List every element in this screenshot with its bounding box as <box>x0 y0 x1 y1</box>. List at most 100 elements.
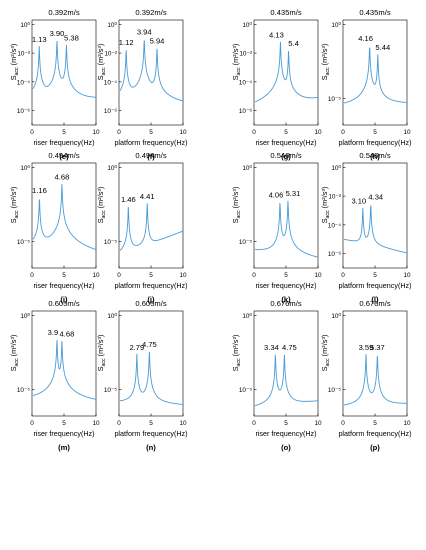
x-tick-label: 10 <box>92 272 100 279</box>
y-axis-label-unit: (m²/s³) <box>320 335 329 359</box>
y-axis-label: Sacc (m²/s³) <box>320 44 331 81</box>
panel-caption: (m) <box>58 443 70 452</box>
peak-label: 4.13 <box>269 31 284 40</box>
x-tick-label: 5 <box>62 129 66 136</box>
x-axis-label: platform frequency(Hz) <box>114 138 187 147</box>
x-tick-label: 0 <box>252 129 256 136</box>
panel-title: 0.546m/s <box>359 151 390 160</box>
y-tick-label: 10⁰ <box>331 165 341 172</box>
y-tick-label: 10⁰ <box>107 165 117 172</box>
y-axis-label: Sacc (m²/s³) <box>96 44 107 81</box>
y-tick-label: 10⁰ <box>242 22 252 29</box>
panel-title: 0.605m/s <box>48 299 79 308</box>
y-tick-label: 10⁻⁵ <box>239 239 252 246</box>
panel-title: 0.546m/s <box>270 151 301 160</box>
y-axis-label-unit: (m²/s³) <box>96 44 105 68</box>
y-tick-label: 10⁰ <box>242 165 252 172</box>
x-tick-label: 0 <box>252 272 256 279</box>
spectrum-line <box>120 352 183 405</box>
x-axis-label: platform frequency(Hz) <box>338 281 411 290</box>
spectrum-line <box>33 41 96 97</box>
y-axis-label-unit: (m²/s³) <box>231 44 240 68</box>
y-tick-label: 10⁰ <box>20 165 30 172</box>
panel-caption: (n) <box>146 443 156 452</box>
y-tick-label: 10⁻⁶ <box>104 108 117 115</box>
y-tick-label: 10⁰ <box>331 22 341 29</box>
spectrum-line <box>120 40 183 101</box>
panel-caption: (p) <box>370 443 380 452</box>
x-tick-label: 0 <box>252 420 256 427</box>
x-tick-label: 0 <box>30 272 34 279</box>
panel-title: 0.676m/s <box>359 299 390 308</box>
peak-label: 4.75 <box>142 340 157 349</box>
peak-label: 4.41 <box>140 192 155 201</box>
x-axis-label: platform frequency(Hz) <box>338 138 411 147</box>
y-tick-label: 10⁻² <box>17 51 30 58</box>
panel-l: 0.546m/s10⁰10⁻²10⁻⁴10⁻⁶0 5 10platform freq… <box>320 151 412 304</box>
y-tick-label: 10⁻⁵ <box>17 239 30 246</box>
panel-f: 0.392m/s 10⁰ 10⁻² 10⁻⁴ 10⁻⁶ 0 5 10 platform freq… <box>96 8 188 161</box>
x-tick-label: 10 <box>314 420 322 427</box>
x-axis-label: platform frequency(Hz) <box>114 429 187 438</box>
y-axis-label-unit: (m²/s³) <box>320 44 329 68</box>
panel-title: 0.676m/s <box>270 299 301 308</box>
spectrum-line <box>255 201 318 257</box>
panel-title: 0.435m/s <box>270 8 301 17</box>
y-tick-label: 10⁰ <box>107 313 117 320</box>
y-axis-label-unit: (m²/s³) <box>9 335 18 359</box>
panel-caption: (o) <box>281 443 291 452</box>
x-axis-label: riser frequency(Hz) <box>255 429 316 438</box>
y-tick-label: 10⁻⁴ <box>328 222 341 229</box>
panel-title: 0.392m/s <box>135 8 166 17</box>
panel-e: 0.392m/s 10⁰ 10⁻² 10⁻⁴ 10⁻⁶ 0 5 10 riser frequen… <box>9 8 100 161</box>
panel-title: 0.392m/s <box>48 8 79 17</box>
x-axis-label: riser frequency(Hz) <box>33 138 94 147</box>
x-axis-label: riser frequency(Hz) <box>33 281 94 290</box>
y-tick-label: 10⁻⁵ <box>104 387 117 394</box>
peak-label: 1.13 <box>32 35 47 44</box>
y-tick-label: 10⁻² <box>104 51 117 58</box>
y-axis-label: Sacc (m²/s³) <box>9 187 20 224</box>
y-axis-label: Sacc (m²/s³) <box>96 335 107 372</box>
y-tick-label: 10⁻⁶ <box>239 108 252 115</box>
x-tick-label: 10 <box>403 129 411 136</box>
peak-label: 3.9 <box>48 328 59 337</box>
y-tick-label: 10⁰ <box>20 313 30 320</box>
x-tick-label: 0 <box>341 420 345 427</box>
x-axis-label: platform frequency(Hz) <box>114 281 187 290</box>
plot-frame <box>32 311 96 416</box>
x-tick-label: 10 <box>92 420 100 427</box>
panel-p: 0.676m/s 10⁰ 10⁻⁵ 0 5 10 platform frequency(Hz… <box>320 299 412 452</box>
x-tick-label: 5 <box>373 129 377 136</box>
x-tick-label: 5 <box>62 420 66 427</box>
x-tick-label: 5 <box>284 129 288 136</box>
spectrum-line <box>255 355 318 406</box>
spectrum-line <box>255 42 318 102</box>
plot-frame <box>343 163 407 268</box>
peak-label: 5.37 <box>370 343 385 352</box>
y-tick-label: 10⁻⁶ <box>328 251 341 258</box>
y-axis-label-unit: (m²/s³) <box>320 187 329 211</box>
plot-frame <box>254 311 318 416</box>
x-tick-label: 0 <box>30 129 34 136</box>
y-axis-label-unit: (m²/s³) <box>9 187 18 211</box>
y-tick-label: 10⁰ <box>20 22 30 29</box>
spectrum-line <box>33 340 96 399</box>
y-tick-label: 10⁰ <box>242 313 252 320</box>
peak-label: 4.68 <box>55 173 70 182</box>
x-axis-label: platform frequency(Hz) <box>338 429 411 438</box>
peak-label: 1.12 <box>119 38 134 47</box>
y-axis-label-unit: (m²/s³) <box>9 44 18 68</box>
x-tick-label: 10 <box>179 129 187 136</box>
peak-label: 5.31 <box>286 189 301 198</box>
peak-label: 4.75 <box>282 343 297 352</box>
y-axis-label: Sacc (m²/s³) <box>9 44 20 81</box>
y-tick-label: 10⁰ <box>331 313 341 320</box>
x-tick-label: 10 <box>179 420 187 427</box>
x-tick-label: 0 <box>341 129 345 136</box>
x-tick-label: 10 <box>92 129 100 136</box>
plot-frame <box>254 163 318 268</box>
y-tick-label: 10⁻⁵ <box>328 96 341 103</box>
x-axis-label: riser frequency(Hz) <box>33 429 94 438</box>
